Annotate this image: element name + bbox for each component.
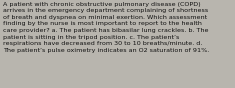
Text: A patient with chronic obstructive pulmonary disease (COPD)
arrives in the emerg: A patient with chronic obstructive pulmo… [3, 2, 209, 53]
